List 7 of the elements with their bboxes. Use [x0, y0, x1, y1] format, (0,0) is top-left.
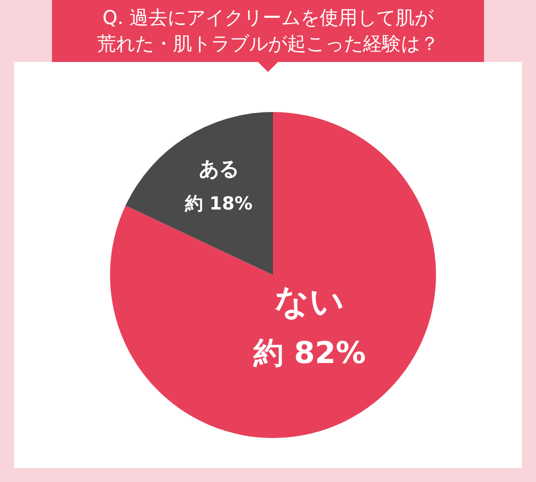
slice-label: ない — [274, 282, 345, 322]
pie-slice — [126, 112, 273, 275]
pie-slice — [110, 112, 436, 438]
chart-title: Q. 過去にアイクリームを使用して肌が荒れた・肌トラブルが起こった経験は？ — [96, 6, 440, 57]
slice-label: ある — [198, 156, 239, 181]
data-label: 約 18% — [184, 194, 253, 215]
data-label: 約 82% — [252, 336, 366, 371]
